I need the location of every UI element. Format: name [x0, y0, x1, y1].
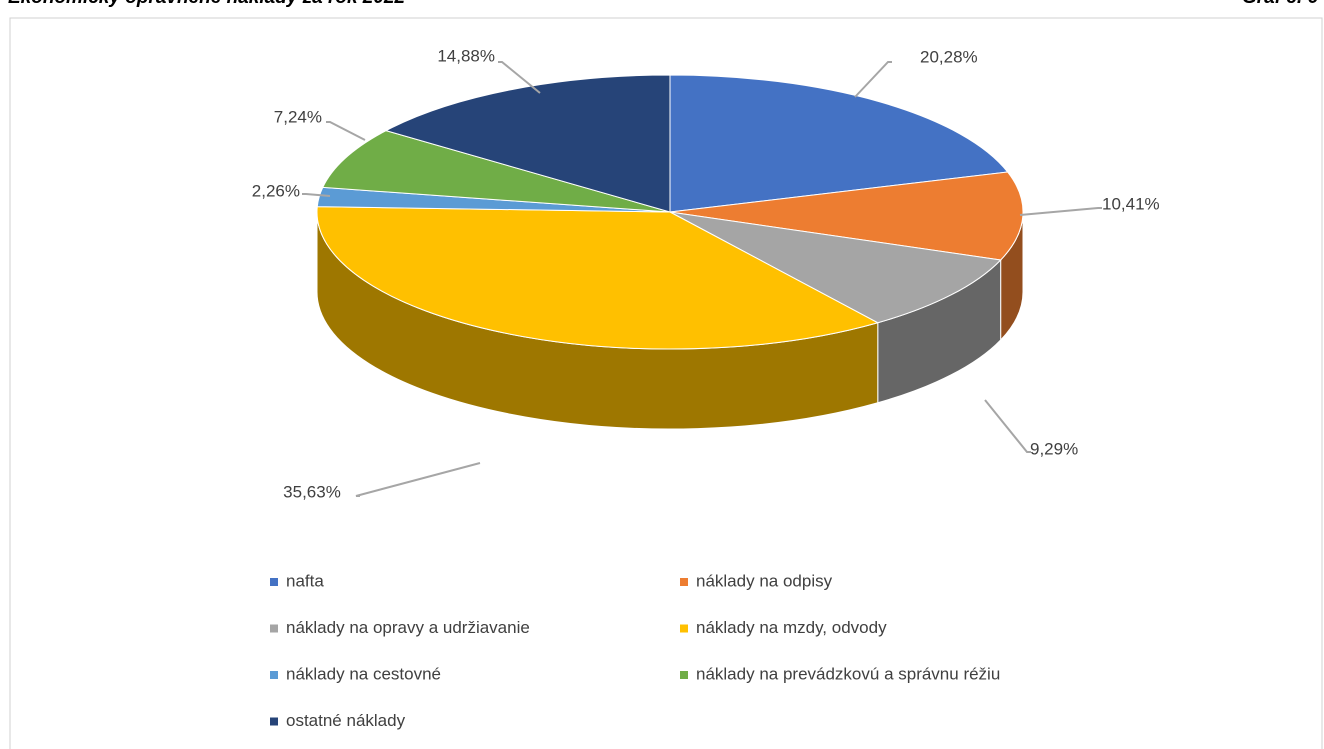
- legend-swatch: [680, 578, 688, 586]
- leader-line: [1019, 207, 1102, 216]
- leader-line: [984, 399, 1031, 453]
- chart-title: Ekonomicky oprávnené náklady za rok 2022: [8, 0, 406, 8]
- slice: [669, 171, 1024, 261]
- data-label: 9,29%: [1030, 439, 1078, 458]
- leader-line: [854, 61, 892, 98]
- data-label: 2,26%: [252, 181, 300, 200]
- leader-line: [302, 193, 331, 197]
- legend-label: náklady na prevádzkovú a správnu réžiu: [696, 664, 1000, 683]
- data-label: 35,63%: [283, 482, 341, 501]
- leader-line: [498, 61, 541, 94]
- legend-swatch: [680, 624, 688, 633]
- data-label: 14,88%: [437, 46, 495, 65]
- slice: [384, 74, 671, 213]
- legend-swatch: [680, 671, 688, 679]
- leader-line: [326, 121, 366, 141]
- legend-label: náklady na opravy a udržiavanie: [286, 618, 530, 637]
- legend-label: nafta: [286, 571, 324, 590]
- leader-line: [355, 462, 481, 497]
- legend-label: náklady na mzdy, odvody: [696, 618, 887, 637]
- legend-label: náklady na odpisy: [696, 571, 833, 590]
- slice: [316, 206, 880, 350]
- slice: [321, 130, 671, 213]
- slice: [669, 74, 1009, 213]
- chart-subtitle: Graf č. 6: [1242, 0, 1318, 8]
- data-label: 7,24%: [274, 107, 322, 126]
- data-label: 10,41%: [1102, 194, 1160, 213]
- legend-swatch: [270, 578, 278, 586]
- legend-label: náklady na cestovné: [286, 664, 441, 683]
- legend-swatch: [270, 624, 278, 633]
- legend-swatch: [270, 717, 278, 726]
- legend-swatch: [270, 671, 278, 679]
- legend-label: ostatné náklady: [286, 711, 406, 730]
- slice: [669, 211, 1002, 324]
- data-label: 20,28%: [920, 47, 978, 66]
